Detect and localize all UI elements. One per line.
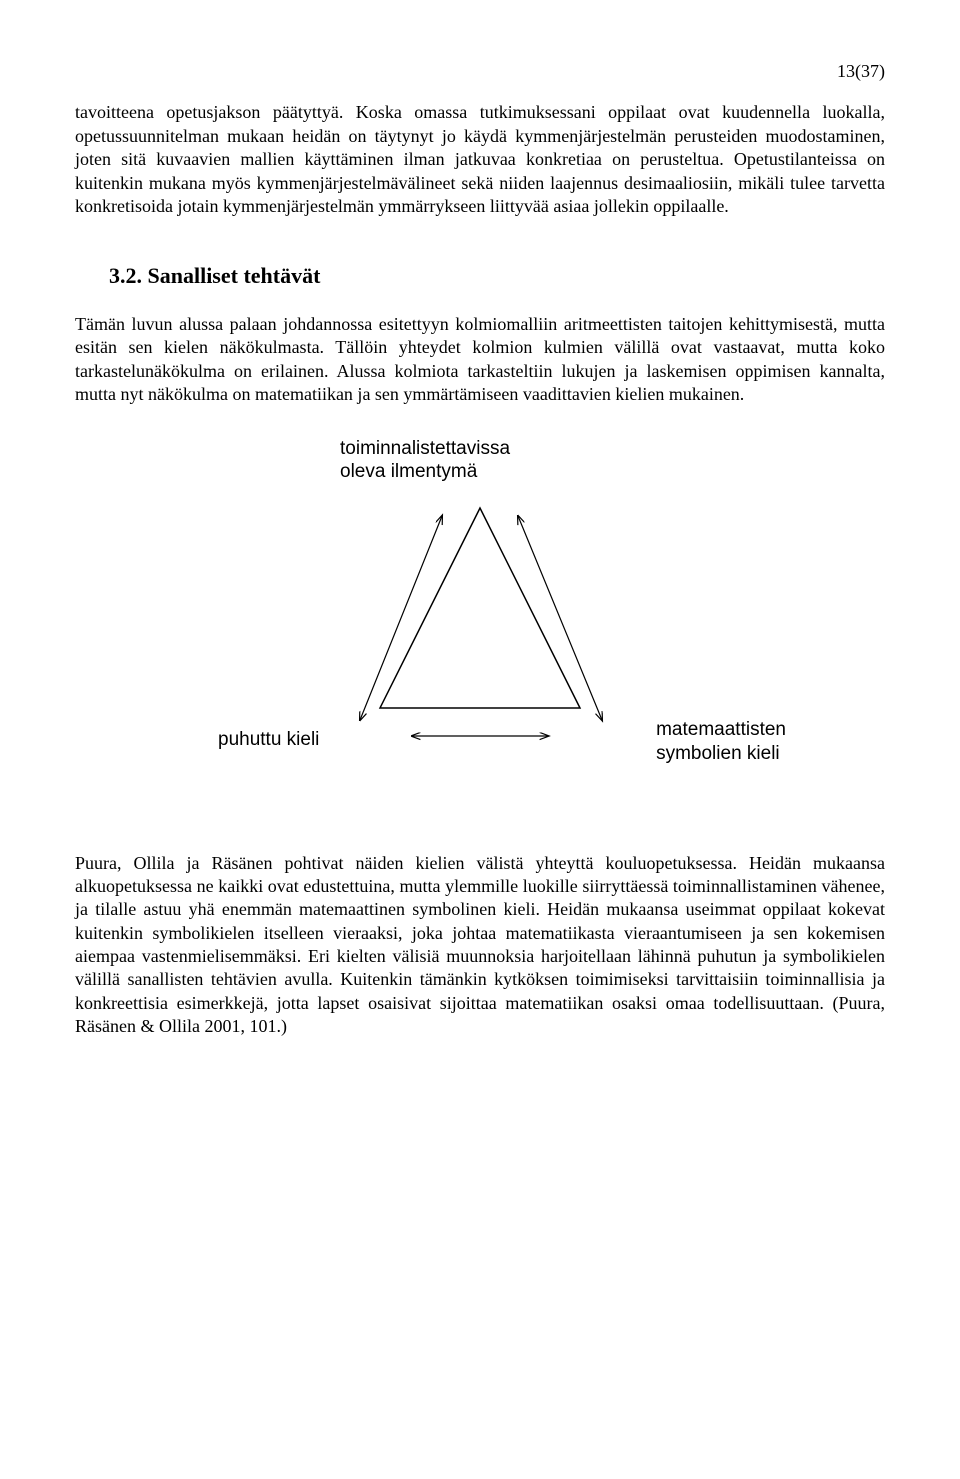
diagram-top-label-line1: toiminnalistettavissa <box>340 438 510 459</box>
diagram-top-label: toiminnalistettavissa oleva ilmentymä <box>340 437 760 485</box>
diagram-top-label-line2: oleva ilmentymä <box>340 461 477 482</box>
paragraph-1: tavoitteena opetusjakson päätyttyä. Kosk… <box>75 101 885 218</box>
section-heading: 3.2. Sanalliset tehtävät <box>109 262 885 291</box>
diagram-bottom-right-label: matemaattisten symbolien kieli <box>656 718 786 766</box>
diagram-bottom-right-line1: matemaattisten <box>656 719 786 740</box>
triangle-shape <box>380 508 580 708</box>
arrow-left <box>360 516 442 720</box>
paragraph-2: Tämän luvun alussa palaan johdannossa es… <box>75 313 885 407</box>
arrow-right <box>518 516 602 720</box>
paragraph-3: Puura, Ollila ja Räsänen pohtivat näiden… <box>75 852 885 1039</box>
page-number: 13(37) <box>75 60 885 83</box>
diagram-bottom-right-line2: symbolien kieli <box>656 743 780 764</box>
triangle-diagram: toiminnalistettavissa oleva ilmentymä pu… <box>200 437 760 766</box>
diagram-bottom-left-label: puhuttu kieli <box>218 728 319 766</box>
